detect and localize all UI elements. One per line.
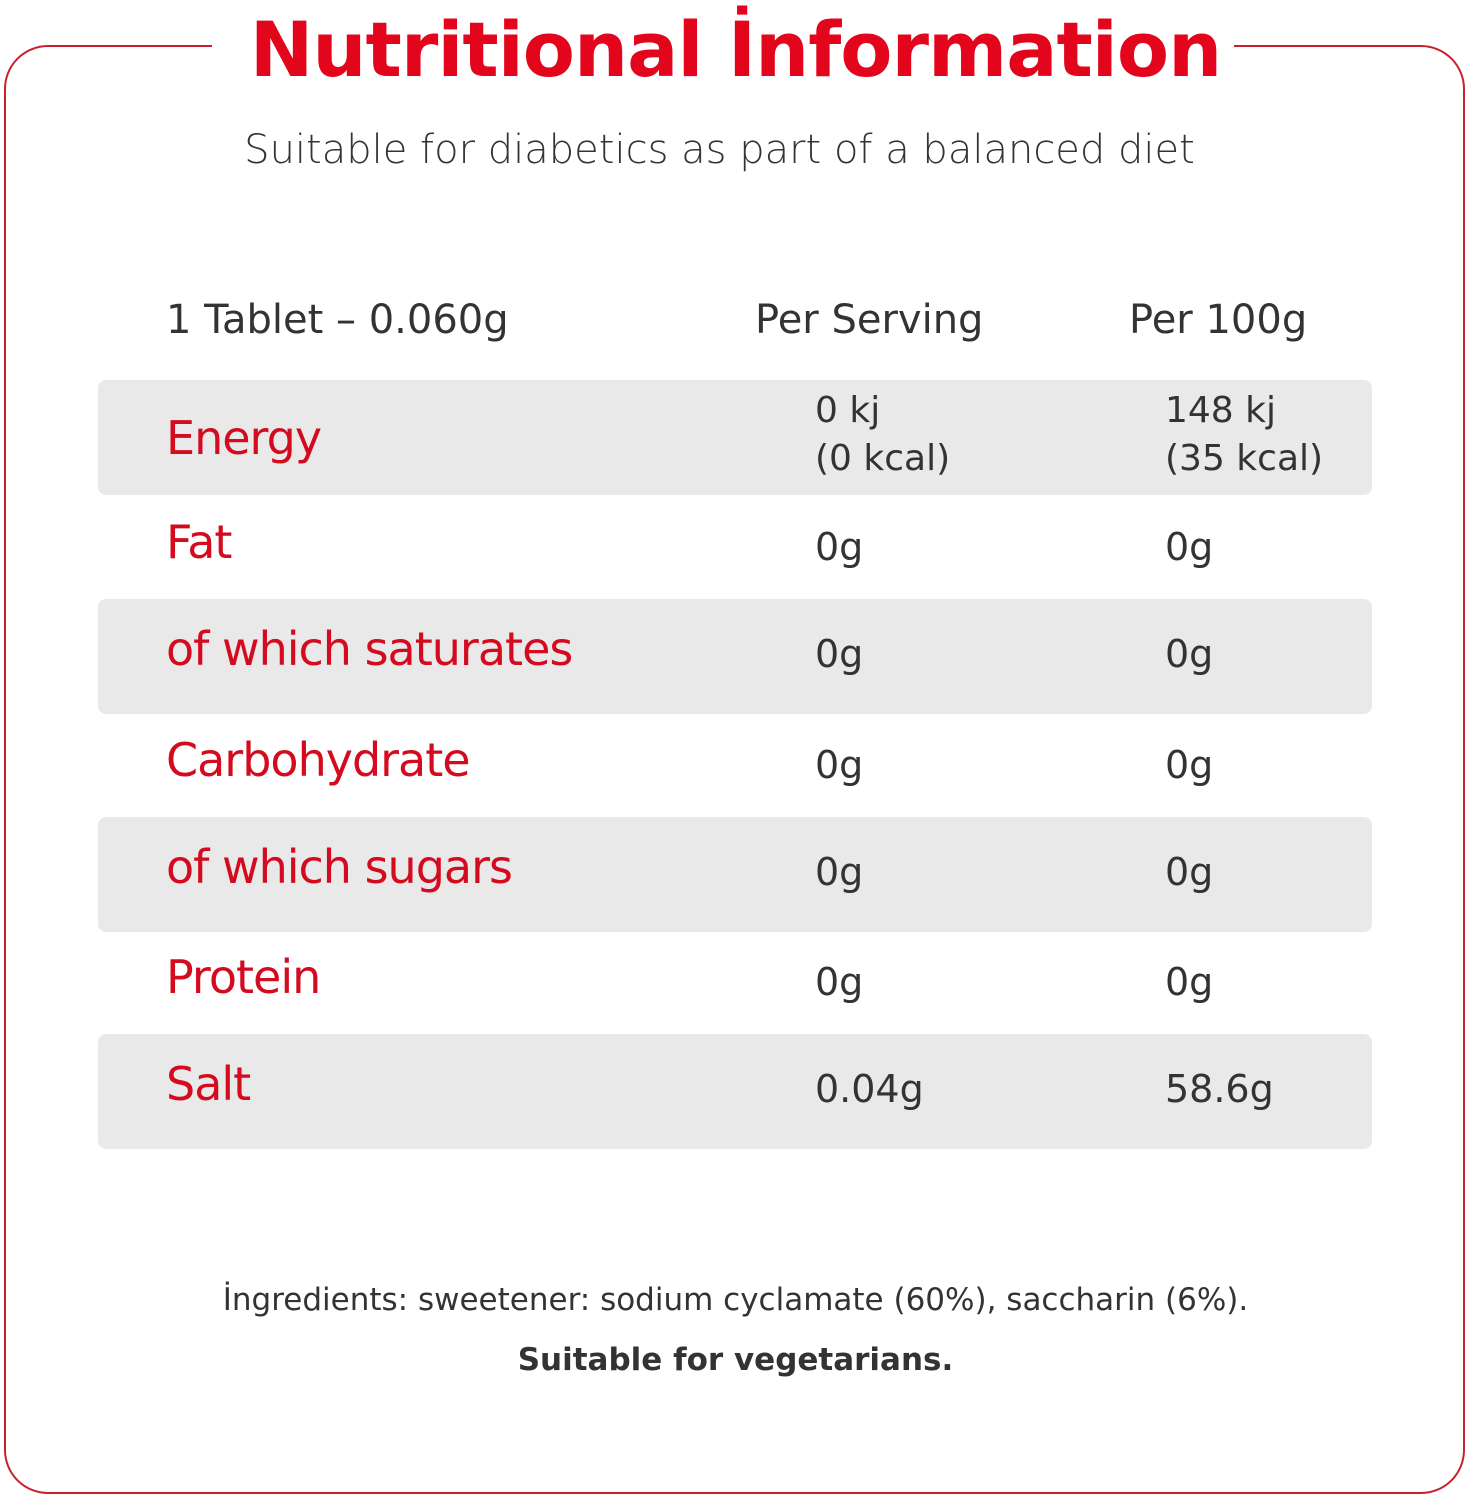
vegetarian-note: Suitable for vegetarians. — [517, 1342, 954, 1378]
table-row-protein: Protein 0g 0g — [98, 927, 1372, 1042]
row-label: Fat — [166, 515, 232, 569]
row-per-100g: 0g — [1165, 960, 1214, 1004]
row-label: Carbohydrate — [166, 733, 471, 787]
table-row-carbohydrate: Carbohydrate 0g 0g — [98, 710, 1372, 825]
energy-per-100g-kcal: (35 kcal) — [1165, 438, 1324, 479]
row-per-serving: 0g — [815, 960, 864, 1004]
row-per-100g: 58.6g — [1165, 1067, 1274, 1111]
row-label: Protein — [166, 950, 321, 1004]
energy-per-100g: 148 kj (35 kcal) — [1165, 380, 1323, 490]
table-row-saturates: of which saturates 0g 0g — [98, 599, 1372, 714]
row-label: of which sugars — [166, 840, 513, 894]
row-per-100g: 0g — [1165, 743, 1214, 787]
energy-per-serving-kj: 0 kj — [815, 390, 881, 431]
header-serving-size: 1 Tablet – 0.060g — [166, 297, 509, 343]
row-per-serving: 0g — [815, 850, 864, 894]
row-per-100g: 0g — [1165, 525, 1214, 569]
row-label: Salt — [166, 1057, 251, 1111]
row-per-100g: 0g — [1165, 632, 1214, 676]
energy-per-serving-kcal: (0 kcal) — [815, 438, 951, 479]
table-row-fat: Fat 0g 0g — [98, 492, 1372, 607]
row-per-100g: 0g — [1165, 850, 1214, 894]
table-row-salt: Salt 0.04g 58.6g — [98, 1034, 1372, 1149]
title-background — [212, 0, 1234, 80]
page-title: Nutritional İnformation — [249, 5, 1222, 94]
row-per-serving: 0g — [815, 525, 864, 569]
row-per-serving: 0.04g — [815, 1067, 924, 1111]
row-per-serving: 0g — [815, 632, 864, 676]
table-row-sugars: of which sugars 0g 0g — [98, 817, 1372, 932]
table-row-energy: Energy 0 kj (0 kcal) 148 kj (35 kcal) — [98, 380, 1372, 495]
header-per-100g: Per 100g — [1129, 297, 1308, 343]
header-per-serving: Per Serving — [755, 297, 984, 343]
row-label: of which saturates — [166, 622, 573, 676]
row-per-serving: 0g — [815, 743, 864, 787]
row-label: Energy — [166, 410, 322, 465]
ingredients-text: İngredients: sweetener: sodium cyclamate… — [222, 1282, 1249, 1318]
energy-per-100g-kj: 148 kj — [1165, 390, 1277, 431]
page-subtitle: Suitable for diabetics as part of a bala… — [244, 127, 1195, 173]
energy-per-serving: 0 kj (0 kcal) — [815, 380, 950, 490]
